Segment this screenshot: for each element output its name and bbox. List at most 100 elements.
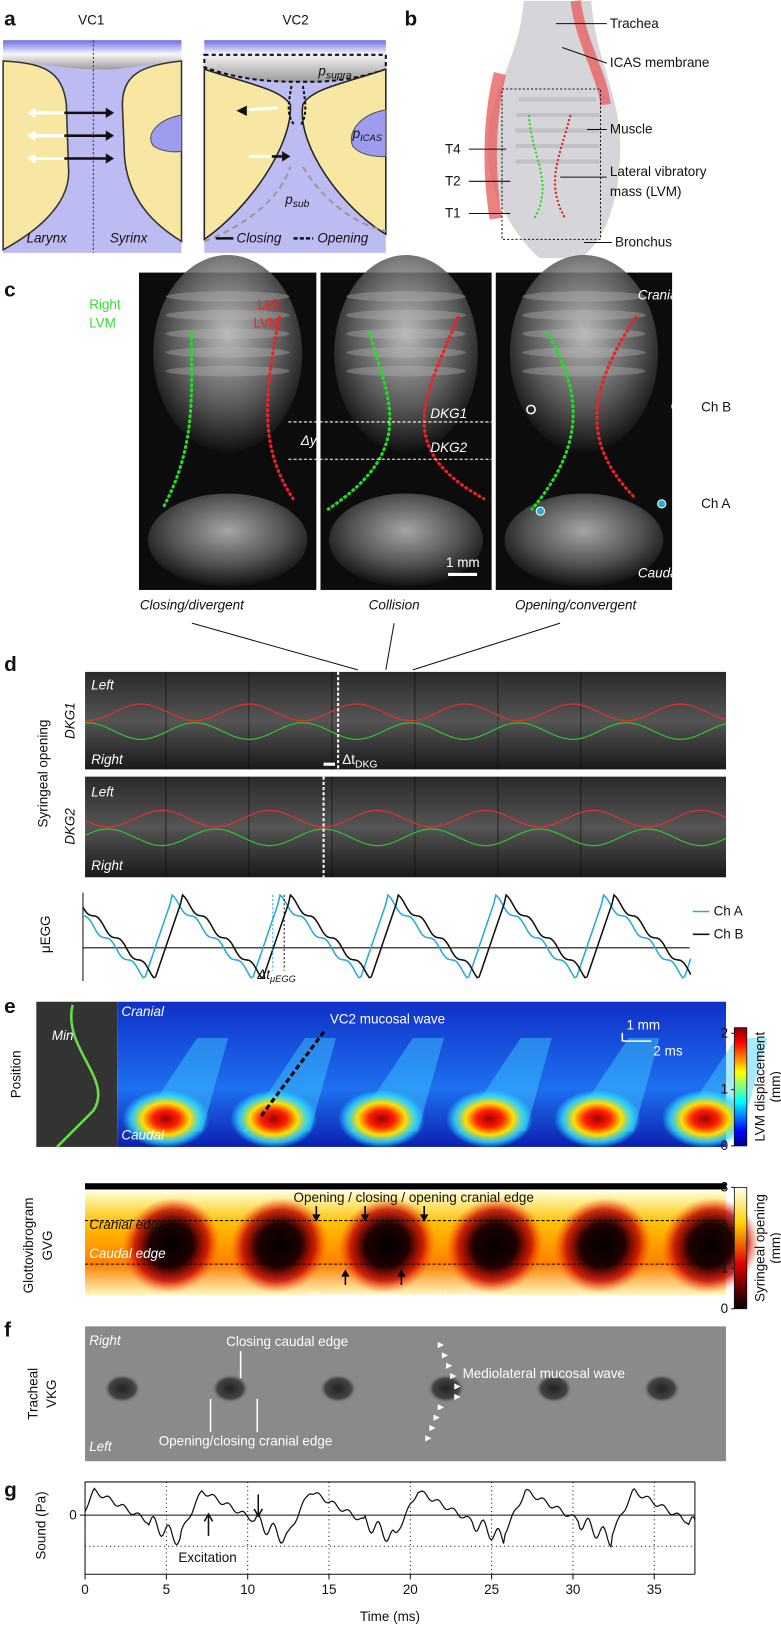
decoration bbox=[350, 109, 387, 158]
ring bbox=[346, 365, 466, 377]
blob bbox=[445, 1089, 534, 1148]
colorbar-tick-label: 2 bbox=[721, 1220, 729, 1235]
vkg-blob bbox=[535, 1374, 573, 1404]
left-lvm-line bbox=[265, 315, 295, 501]
x-tick-label: 35 bbox=[647, 1582, 662, 1597]
right-lvm: LVM bbox=[89, 316, 116, 331]
mucosal-wave-label: VC2 mucosal wave bbox=[330, 1012, 445, 1027]
decoration bbox=[412, 622, 561, 671]
main: Δt bbox=[342, 752, 355, 767]
ch-a-label: Ch A bbox=[701, 496, 730, 511]
decoration bbox=[236, 105, 247, 116]
t4-label: T4 bbox=[445, 141, 461, 156]
decoration bbox=[282, 151, 291, 162]
kymograms bbox=[84, 671, 727, 878]
connector-lines bbox=[191, 622, 561, 671]
decoration bbox=[248, 106, 279, 112]
ring bbox=[165, 309, 290, 321]
y-tick-label: 0 bbox=[69, 1507, 77, 1522]
colorbar-label: (mm) bbox=[768, 1232, 781, 1263]
decoration bbox=[26, 107, 36, 119]
uegg-label: μEGG bbox=[38, 915, 53, 953]
kymogram bbox=[85, 776, 727, 878]
decoration bbox=[105, 107, 115, 119]
vkg-label: VKG bbox=[44, 1380, 59, 1408]
vkg-blob bbox=[319, 1374, 357, 1404]
arrow-head bbox=[312, 1214, 321, 1222]
x-tick-label: 5 bbox=[163, 1582, 170, 1597]
min-label: Min bbox=[52, 1028, 74, 1043]
t4-label: T4 bbox=[120, 364, 136, 379]
panel-label: f bbox=[4, 1319, 11, 1342]
caption: Closing/divergent bbox=[140, 598, 245, 613]
left-edge bbox=[84, 809, 727, 828]
decoration bbox=[385, 623, 395, 670]
ch-a-marker bbox=[657, 499, 667, 509]
gvg-top-annotation: Opening / closing / opening cranial edge bbox=[294, 1190, 534, 1205]
sound-plot: 0 5 10 15 20 25 30 35 0 bbox=[69, 1481, 696, 1597]
vkg-bg bbox=[85, 1326, 727, 1462]
scale-bar-label: 1 mm bbox=[446, 555, 480, 570]
decoration bbox=[287, 85, 307, 126]
decoration bbox=[468, 23, 612, 244]
right-label: Right bbox=[91, 858, 124, 873]
vkg-blob bbox=[103, 1374, 142, 1404]
decoration bbox=[121, 60, 183, 243]
left-label: Left bbox=[91, 678, 115, 693]
vc1-title: VC1 bbox=[78, 13, 104, 28]
arrow-head bbox=[360, 1214, 370, 1222]
x-tick-label: 0 bbox=[81, 1582, 89, 1597]
panel-label: g bbox=[4, 1478, 17, 1501]
left-edge bbox=[85, 703, 727, 722]
colorbar-label: Syringeal opening bbox=[752, 1194, 767, 1302]
scale-mm: 1 mm bbox=[626, 1018, 660, 1033]
blob bbox=[553, 1089, 641, 1148]
legend-label: Ch A bbox=[714, 904, 743, 919]
closing-caudal: Closing caudal edge bbox=[226, 1334, 348, 1349]
right-edge bbox=[84, 828, 727, 847]
decoration bbox=[203, 166, 387, 243]
wave-marker bbox=[454, 1383, 461, 1390]
muscle-label: Muscle bbox=[610, 122, 653, 137]
p-supra: psupra bbox=[317, 64, 352, 82]
scale-ms: 2 ms bbox=[653, 1044, 682, 1059]
right-lvm-line bbox=[326, 331, 392, 511]
colorbar-tick-label: 0 bbox=[721, 1138, 729, 1153]
wave-marker bbox=[441, 1352, 449, 1359]
vc2-diagram bbox=[203, 40, 387, 253]
wave-marker bbox=[425, 1435, 432, 1442]
decoration bbox=[527, 114, 544, 220]
sound-trace bbox=[84, 1487, 696, 1549]
blob bbox=[338, 1089, 426, 1148]
dkg1-label: DKG1 bbox=[63, 702, 78, 739]
decoration bbox=[105, 130, 115, 141]
colorbar bbox=[733, 1027, 748, 1147]
panel-label: c bbox=[4, 278, 16, 301]
decoration bbox=[570, 0, 611, 106]
cranial-label: Cranial bbox=[121, 1004, 165, 1019]
gvg-label: Glottovibrogram bbox=[21, 1198, 36, 1294]
blob bbox=[122, 1089, 210, 1148]
decoration bbox=[561, 47, 607, 64]
uegg-trace bbox=[82, 893, 692, 979]
t2-label: T2 bbox=[445, 173, 461, 188]
decoration bbox=[191, 622, 358, 671]
wave-marker bbox=[445, 1362, 453, 1369]
decoration bbox=[554, 114, 572, 220]
caption: Collision bbox=[369, 598, 420, 613]
sub: supra bbox=[326, 71, 352, 82]
gvg-bottom-annotation: Closing/opening caudal edge bbox=[307, 1289, 481, 1304]
ring bbox=[522, 365, 646, 377]
dark-blob bbox=[553, 1197, 652, 1294]
wave-marker bbox=[437, 1341, 444, 1349]
wave-marker bbox=[454, 1393, 461, 1401]
sub: ICAS bbox=[360, 133, 383, 143]
uegg-traces: Ch A Ch B bbox=[82, 892, 744, 981]
vkg-blob bbox=[427, 1374, 465, 1404]
colorbar bbox=[733, 1186, 748, 1310]
uegg-trace bbox=[82, 893, 692, 979]
panel-label: b bbox=[405, 8, 418, 31]
arrow bbox=[253, 1494, 264, 1518]
